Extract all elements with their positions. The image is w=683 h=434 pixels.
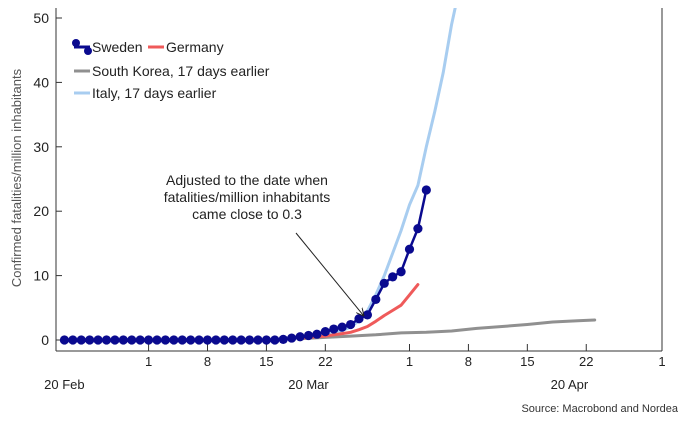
legend: Sweden Germany South Korea, 17 days earlie… [72, 39, 270, 101]
data-point [312, 329, 322, 339]
x-tick-label: 15 [520, 354, 534, 369]
x-tick-label: 15 [259, 354, 273, 369]
data-point [194, 335, 204, 345]
y-tick-label: 40 [33, 74, 49, 90]
legend-label-south-korea: South Korea, 17 days earlier [92, 63, 270, 79]
legend-label-germany: Germany [166, 39, 224, 55]
data-point [329, 324, 339, 334]
data-point [68, 335, 78, 345]
data-point [320, 327, 330, 337]
data-point [143, 335, 154, 345]
data-point [362, 310, 373, 320]
data-point [228, 335, 238, 345]
data-point [202, 335, 213, 345]
y-tick-label: 10 [33, 268, 49, 284]
x-month-label: 20 Feb [44, 377, 84, 392]
data-point [85, 335, 95, 345]
y-axis: 0 10 20 30 40 50 [33, 10, 62, 348]
x-month-label: 20 Apr [551, 377, 589, 392]
legend-label-italy: Italy, 17 days earlier [92, 85, 217, 101]
data-point [270, 335, 280, 345]
data-point [371, 294, 381, 305]
x-month-label: 20 Mar [288, 377, 329, 392]
data-point [388, 272, 398, 282]
y-tick-label: 30 [33, 139, 49, 155]
data-point [413, 223, 423, 234]
x-axis: 1 8 15 22 1 8 15 22 1 20 Feb 20 Mar 20 Apr [44, 8, 666, 392]
data-point [177, 335, 187, 345]
legend-marker [84, 47, 92, 55]
y-tick-label: 0 [41, 332, 49, 348]
y-tick-label: 20 [33, 203, 49, 219]
x-tick-label: 22 [318, 354, 332, 369]
data-point [186, 335, 196, 345]
data-point [244, 335, 255, 345]
data-point [152, 335, 162, 345]
data-point [278, 334, 288, 344]
data-point [76, 335, 86, 345]
series-line-south-korea [298, 318, 597, 341]
data-point [160, 335, 171, 345]
data-point [421, 185, 431, 195]
data-point [295, 332, 305, 342]
data-point [287, 333, 297, 343]
annotation-arrow [295, 232, 363, 315]
data-point [169, 335, 179, 345]
x-tick-label: 1 [145, 354, 152, 369]
data-point [396, 267, 406, 277]
data-point [127, 335, 137, 345]
data-point [59, 335, 70, 345]
data-point [219, 335, 229, 345]
data-point [337, 322, 347, 332]
data-point [118, 335, 128, 345]
data-point [135, 335, 145, 345]
data-point [253, 335, 263, 345]
data-point [261, 335, 272, 345]
series-layer [59, 8, 597, 345]
legend-marker [72, 39, 80, 47]
data-point [93, 335, 103, 345]
data-point [354, 314, 364, 324]
data-point [236, 335, 246, 345]
annotation-text: came close to 0.3 [192, 206, 302, 222]
data-point [303, 330, 314, 341]
x-tick-label: 1 [658, 354, 665, 369]
series-line-italy [298, 8, 457, 341]
x-tick-label: 22 [579, 354, 593, 369]
annotation: Adjusted to the date whenfatalities/mill… [164, 172, 364, 315]
y-axis-label: Confirmed fatalities/million inhabitants [9, 68, 24, 287]
annotation-text: fatalities/million inhabitants [164, 189, 331, 205]
source-note: Source: Macrobond and Nordea [521, 403, 678, 415]
x-tick-label: 8 [465, 354, 472, 369]
data-point [101, 335, 112, 345]
y-tick-label: 50 [33, 10, 49, 26]
data-point [379, 278, 389, 288]
data-point [211, 335, 221, 345]
x-tick-label: 1 [406, 354, 413, 369]
data-point [404, 244, 415, 254]
annotation-text: Adjusted to the date when [166, 172, 328, 188]
data-point [345, 319, 356, 330]
data-point [110, 335, 120, 345]
x-tick-label: 8 [204, 354, 211, 369]
legend-label-sweden: Sweden [92, 39, 143, 55]
